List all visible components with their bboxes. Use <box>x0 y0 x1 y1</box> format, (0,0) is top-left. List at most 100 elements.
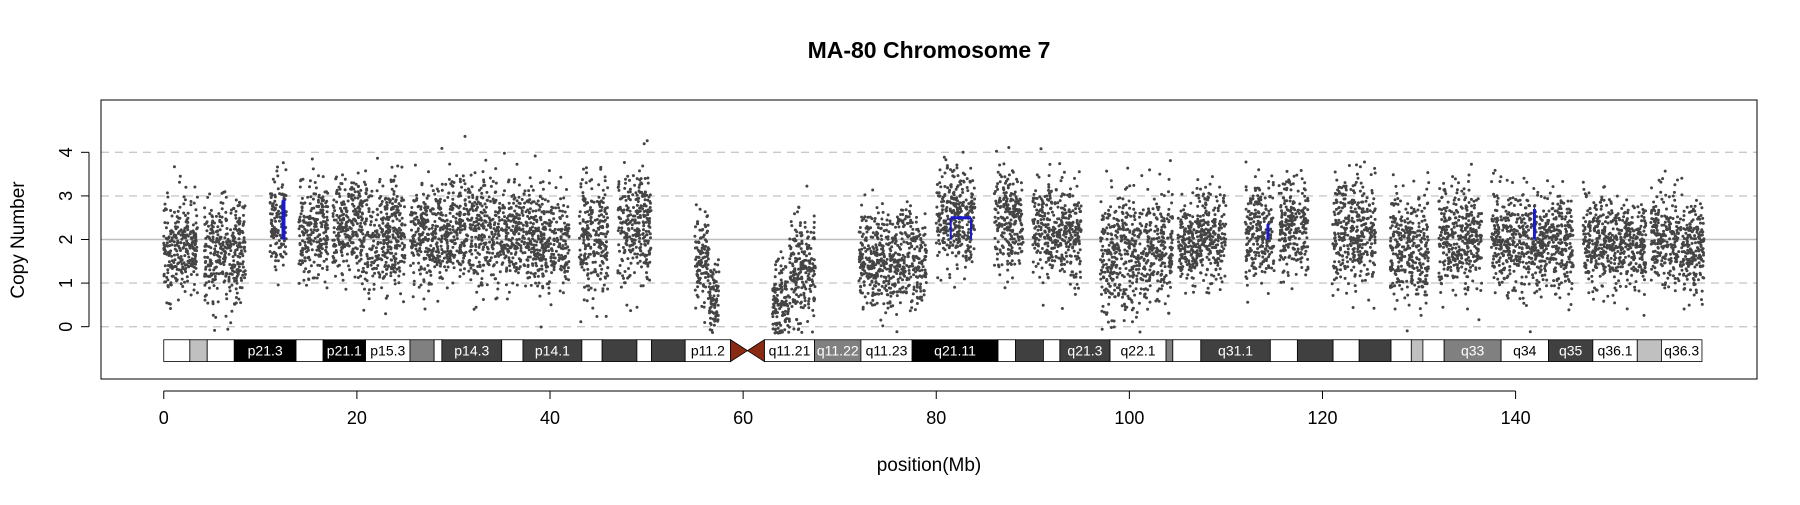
data-point <box>906 200 909 203</box>
data-point <box>463 225 466 228</box>
data-point <box>236 262 239 265</box>
data-point <box>800 331 803 334</box>
data-point <box>236 282 239 285</box>
data-point <box>277 283 280 286</box>
data-point <box>187 212 190 215</box>
data-point <box>414 240 417 243</box>
data-point <box>640 265 643 268</box>
data-point <box>232 207 235 210</box>
data-point <box>305 284 308 287</box>
data-point <box>694 225 697 228</box>
data-point <box>192 270 195 273</box>
data-point <box>270 192 273 195</box>
data-point <box>474 243 477 246</box>
data-point <box>946 234 949 237</box>
data-point <box>709 317 712 320</box>
data-point <box>301 205 304 208</box>
data-point <box>872 277 875 280</box>
data-point <box>481 269 484 272</box>
data-point <box>333 209 336 212</box>
data-point <box>412 237 415 240</box>
data-point <box>318 246 321 249</box>
data-point <box>592 297 595 300</box>
data-point <box>704 238 707 241</box>
data-point <box>354 233 357 236</box>
data-point <box>920 299 923 302</box>
data-point <box>542 237 545 240</box>
data-point <box>166 241 169 244</box>
data-point <box>892 275 895 278</box>
data-point <box>775 260 778 263</box>
data-point <box>180 282 183 285</box>
data-point <box>501 206 504 209</box>
data-point <box>427 254 430 257</box>
data-point <box>451 207 454 210</box>
data-point <box>499 207 502 210</box>
data-point <box>556 239 559 242</box>
data-point <box>420 267 423 270</box>
data-point <box>363 221 366 224</box>
data-point <box>454 217 457 220</box>
data-point <box>368 288 371 291</box>
data-point <box>340 210 343 213</box>
data-point <box>531 200 534 203</box>
data-point <box>913 286 916 289</box>
data-point <box>325 258 328 261</box>
data-point <box>618 250 621 253</box>
data-point <box>436 248 439 251</box>
data-point <box>298 234 301 237</box>
data-point <box>909 212 912 215</box>
data-point <box>275 268 278 271</box>
data-point <box>707 279 710 282</box>
data-point <box>996 253 999 256</box>
data-point <box>895 313 898 316</box>
data-point <box>365 271 368 274</box>
data-point <box>877 223 880 226</box>
data-point <box>946 253 949 256</box>
data-point <box>494 277 497 280</box>
data-point <box>548 169 551 172</box>
data-point <box>522 206 525 209</box>
data-point <box>272 178 275 181</box>
data-point <box>944 172 947 175</box>
data-point <box>443 265 446 268</box>
data-point <box>649 202 652 205</box>
data-point <box>274 242 277 245</box>
data-point <box>532 222 535 225</box>
data-point <box>431 207 434 210</box>
data-point <box>552 230 555 233</box>
data-point <box>567 260 570 263</box>
data-point <box>962 151 965 154</box>
data-point <box>347 193 350 196</box>
data-point <box>899 291 902 294</box>
data-point <box>536 228 539 231</box>
data-point <box>861 263 864 266</box>
data-point <box>425 206 428 209</box>
data-point <box>488 195 491 198</box>
data-point <box>707 275 710 278</box>
data-point <box>516 199 519 202</box>
data-point <box>381 254 384 257</box>
data-point <box>390 179 393 182</box>
data-point <box>948 273 951 276</box>
data-point <box>464 182 467 185</box>
data-point <box>1008 173 1011 176</box>
data-point <box>277 229 280 232</box>
data-point <box>196 273 199 276</box>
data-point <box>888 268 891 271</box>
data-point <box>553 268 556 271</box>
data-point <box>312 240 315 243</box>
data-point <box>464 198 467 201</box>
data-point <box>411 246 414 249</box>
data-point <box>494 210 497 213</box>
data-point <box>636 253 639 256</box>
data-point <box>537 269 540 272</box>
data-point <box>163 221 166 224</box>
data-point <box>997 211 1000 214</box>
data-point <box>552 217 555 220</box>
data-point <box>622 277 625 280</box>
data-point <box>583 298 586 301</box>
data-point <box>482 264 485 267</box>
data-point <box>423 212 426 215</box>
data-point <box>444 251 447 254</box>
